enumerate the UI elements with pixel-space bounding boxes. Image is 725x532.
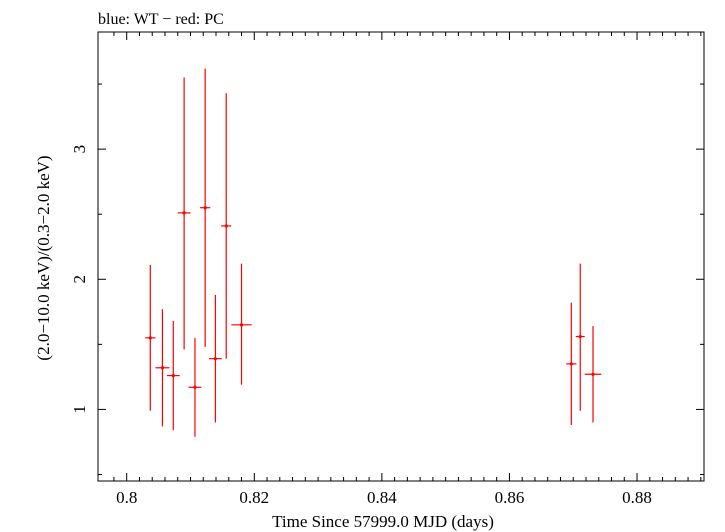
- point-marker: [591, 372, 595, 376]
- data-point: [208, 294, 222, 423]
- data-point: [177, 77, 191, 350]
- data-point: [221, 93, 232, 359]
- point-marker: [193, 385, 197, 389]
- x-tick-label: 0.82: [239, 488, 269, 507]
- x-tick-label: 0.84: [367, 488, 397, 507]
- point-marker: [578, 334, 582, 339]
- point-marker: [171, 373, 175, 378]
- data-point: [566, 302, 577, 426]
- y-axis-label: (2.0−10.0 keV)/(0.3−2.0 keV): [34, 155, 53, 360]
- data-point: [231, 263, 252, 385]
- point-marker: [148, 336, 152, 340]
- point-marker: [203, 206, 207, 210]
- data-point: [575, 263, 585, 411]
- x-tick-label: 0.8: [116, 488, 137, 507]
- plot-frame: [97, 31, 705, 482]
- point-marker: [213, 357, 217, 361]
- data-point: [188, 337, 202, 437]
- y-tick-label: 1: [70, 405, 89, 414]
- data-point: [584, 326, 602, 423]
- data-point: [155, 309, 170, 427]
- data-points: [145, 68, 602, 437]
- y-tick-label: 3: [70, 145, 89, 154]
- x-tick-label: 0.86: [495, 488, 525, 507]
- data-point: [145, 264, 156, 411]
- point-marker: [160, 366, 165, 370]
- point-marker: [569, 362, 573, 366]
- point-marker: [224, 224, 228, 228]
- point-marker: [182, 211, 186, 215]
- data-point: [200, 68, 211, 347]
- data-point: [166, 320, 180, 431]
- chart-title: blue: WT − red: PC: [98, 11, 224, 28]
- axis-ticks: [98, 32, 704, 481]
- y-tick-label: 2: [70, 275, 89, 284]
- x-axis-label: Time Since 57999.0 MJD (days): [272, 512, 494, 531]
- axis-tick-labels: 0.8 0.82 0.84 0.86 0.88 1 2 3: [70, 145, 652, 507]
- point-marker: [239, 323, 244, 327]
- x-tick-label: 0.88: [622, 488, 652, 507]
